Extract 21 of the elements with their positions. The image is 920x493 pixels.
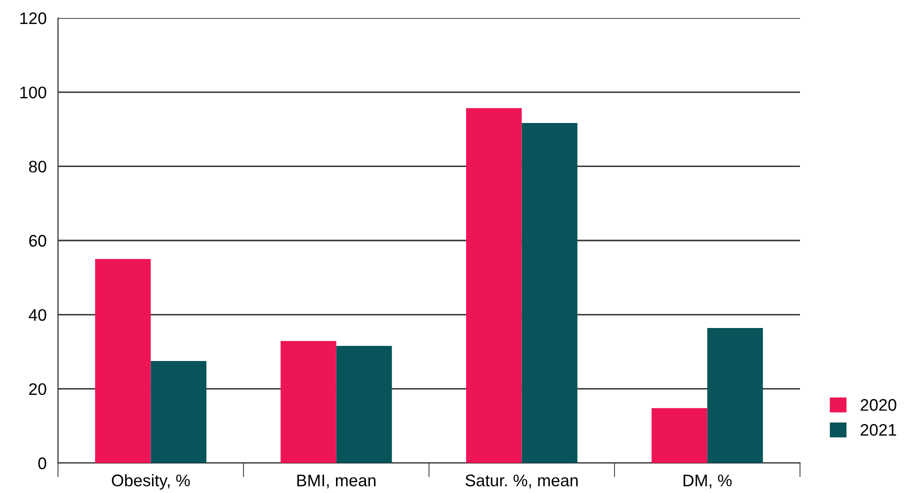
x-tick-label: DM, % bbox=[684, 474, 732, 488]
bar bbox=[466, 108, 522, 463]
y-tick-label: 40 bbox=[28, 309, 46, 321]
x-tick-label: Obesity, % bbox=[112, 474, 190, 490]
y-tick-label: 20 bbox=[29, 383, 46, 396]
bar bbox=[707, 328, 763, 463]
y-tick-label: 80 bbox=[29, 160, 46, 173]
legend-label: 2021 bbox=[860, 424, 896, 436]
bar bbox=[280, 340, 336, 463]
bar bbox=[95, 259, 151, 463]
bar bbox=[336, 346, 392, 463]
bar bbox=[522, 122, 578, 463]
y-tick-label: 100 bbox=[20, 86, 46, 98]
y-tick-label: 60 bbox=[29, 234, 46, 247]
y-tick-label: 0 bbox=[38, 457, 46, 470]
x-tick-label: BMI, mean bbox=[297, 474, 376, 488]
legend-label: 2020 bbox=[860, 399, 896, 411]
y-tick-label: 120 bbox=[20, 12, 46, 24]
x-tick-label: Satur. %, mean bbox=[466, 474, 578, 488]
bar bbox=[150, 361, 206, 463]
bar bbox=[652, 408, 708, 463]
